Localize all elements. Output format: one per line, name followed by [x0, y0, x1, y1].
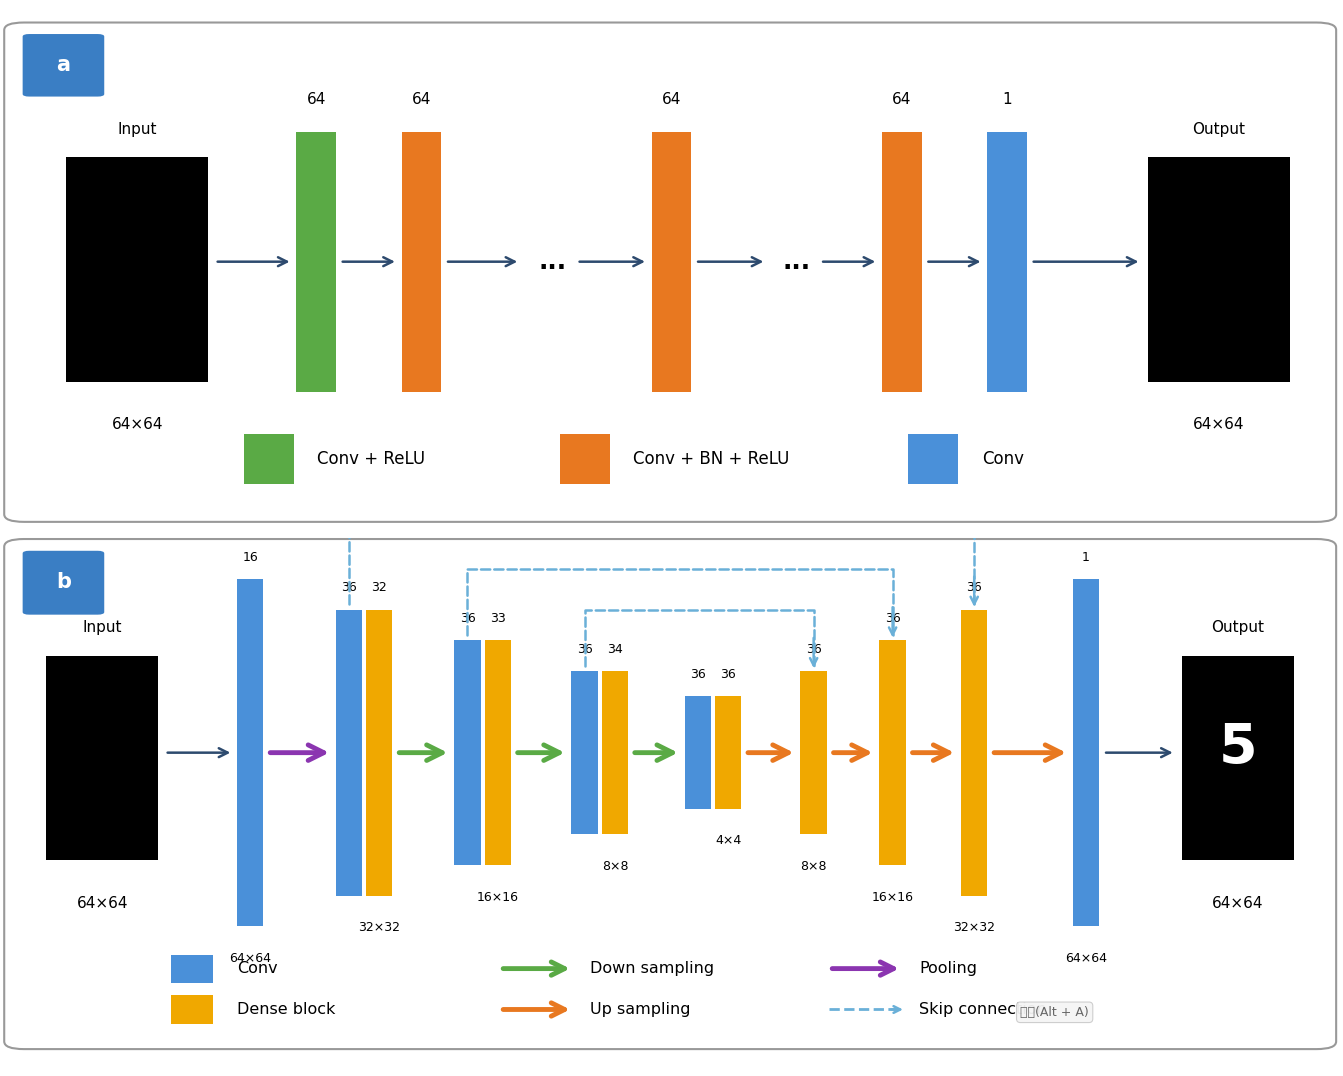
Bar	[685, 696, 710, 809]
Bar	[367, 609, 392, 895]
Bar	[1073, 579, 1099, 926]
Text: Conv + ReLU: Conv + ReLU	[317, 451, 426, 468]
Text: 33: 33	[490, 612, 506, 625]
Text: Conv: Conv	[982, 451, 1025, 468]
Text: 64: 64	[412, 91, 431, 107]
Text: ...: ...	[539, 250, 567, 273]
Bar	[908, 435, 959, 484]
FancyBboxPatch shape	[23, 34, 105, 97]
Text: 32×32: 32×32	[359, 921, 400, 934]
Text: 36: 36	[967, 581, 982, 594]
Text: 截图(Alt + A): 截图(Alt + A)	[1021, 1006, 1089, 1019]
Text: 64: 64	[306, 91, 326, 107]
Bar	[244, 435, 294, 484]
Bar	[297, 131, 336, 392]
Text: Down sampling: Down sampling	[590, 961, 714, 976]
Text: 64×64: 64×64	[77, 895, 128, 910]
Bar	[882, 131, 921, 392]
Text: Input: Input	[117, 122, 157, 137]
Bar	[962, 609, 987, 895]
Text: 16: 16	[243, 551, 258, 564]
Text: 1: 1	[1082, 551, 1091, 564]
Text: 8×8: 8×8	[800, 860, 827, 873]
Bar	[66, 157, 208, 382]
Bar	[1182, 655, 1295, 860]
Text: Dense block: Dense block	[238, 1002, 336, 1017]
Text: Up sampling: Up sampling	[590, 1002, 690, 1017]
Text: 36: 36	[576, 642, 592, 655]
FancyBboxPatch shape	[4, 539, 1336, 1049]
Text: 64×64: 64×64	[111, 416, 163, 431]
Text: 36: 36	[806, 642, 822, 655]
Text: Skip connection: Skip connection	[919, 1002, 1046, 1017]
Bar	[800, 671, 827, 835]
Text: Input: Input	[82, 620, 122, 635]
Text: 36: 36	[720, 668, 736, 681]
FancyBboxPatch shape	[4, 23, 1336, 522]
Bar	[238, 579, 263, 926]
Bar	[987, 131, 1027, 392]
Text: 64: 64	[662, 91, 681, 107]
Text: 32×32: 32×32	[954, 921, 995, 934]
Text: 36: 36	[885, 612, 901, 625]
Bar	[572, 671, 598, 835]
Text: 64×64: 64×64	[1213, 895, 1264, 910]
Text: 36: 36	[459, 612, 475, 625]
Text: 34: 34	[607, 642, 623, 655]
Bar	[46, 655, 158, 860]
Bar	[560, 435, 610, 484]
Bar	[172, 995, 214, 1023]
Text: 64: 64	[892, 91, 912, 107]
Text: a: a	[56, 55, 70, 75]
FancyBboxPatch shape	[23, 551, 105, 614]
Text: ...: ...	[783, 250, 811, 273]
Text: Conv: Conv	[238, 961, 278, 976]
Text: 64×64: 64×64	[1194, 416, 1245, 431]
Bar	[651, 131, 692, 392]
Bar	[714, 696, 741, 809]
Text: 36: 36	[341, 581, 357, 594]
Text: Output: Output	[1211, 620, 1265, 635]
Bar	[454, 640, 481, 865]
Bar	[880, 640, 905, 865]
Bar	[172, 954, 214, 982]
Text: 64×64: 64×64	[230, 952, 271, 965]
Text: b: b	[56, 572, 71, 593]
Bar	[402, 131, 441, 392]
Text: 8×8: 8×8	[602, 860, 629, 873]
Bar	[602, 671, 629, 835]
Text: 64×64: 64×64	[1065, 952, 1107, 965]
Text: 32: 32	[372, 581, 387, 594]
Bar	[1148, 157, 1291, 382]
Text: Output: Output	[1193, 122, 1245, 137]
Text: Conv + BN + ReLU: Conv + BN + ReLU	[634, 451, 790, 468]
Text: 1: 1	[1002, 91, 1011, 107]
Bar	[485, 640, 510, 865]
Text: 16×16: 16×16	[477, 891, 518, 904]
Text: 36: 36	[690, 668, 705, 681]
Text: 4×4: 4×4	[714, 835, 741, 848]
Bar	[336, 609, 363, 895]
Text: 5: 5	[1219, 721, 1257, 775]
Text: Pooling: Pooling	[919, 961, 976, 976]
Text: 16×16: 16×16	[872, 891, 913, 904]
